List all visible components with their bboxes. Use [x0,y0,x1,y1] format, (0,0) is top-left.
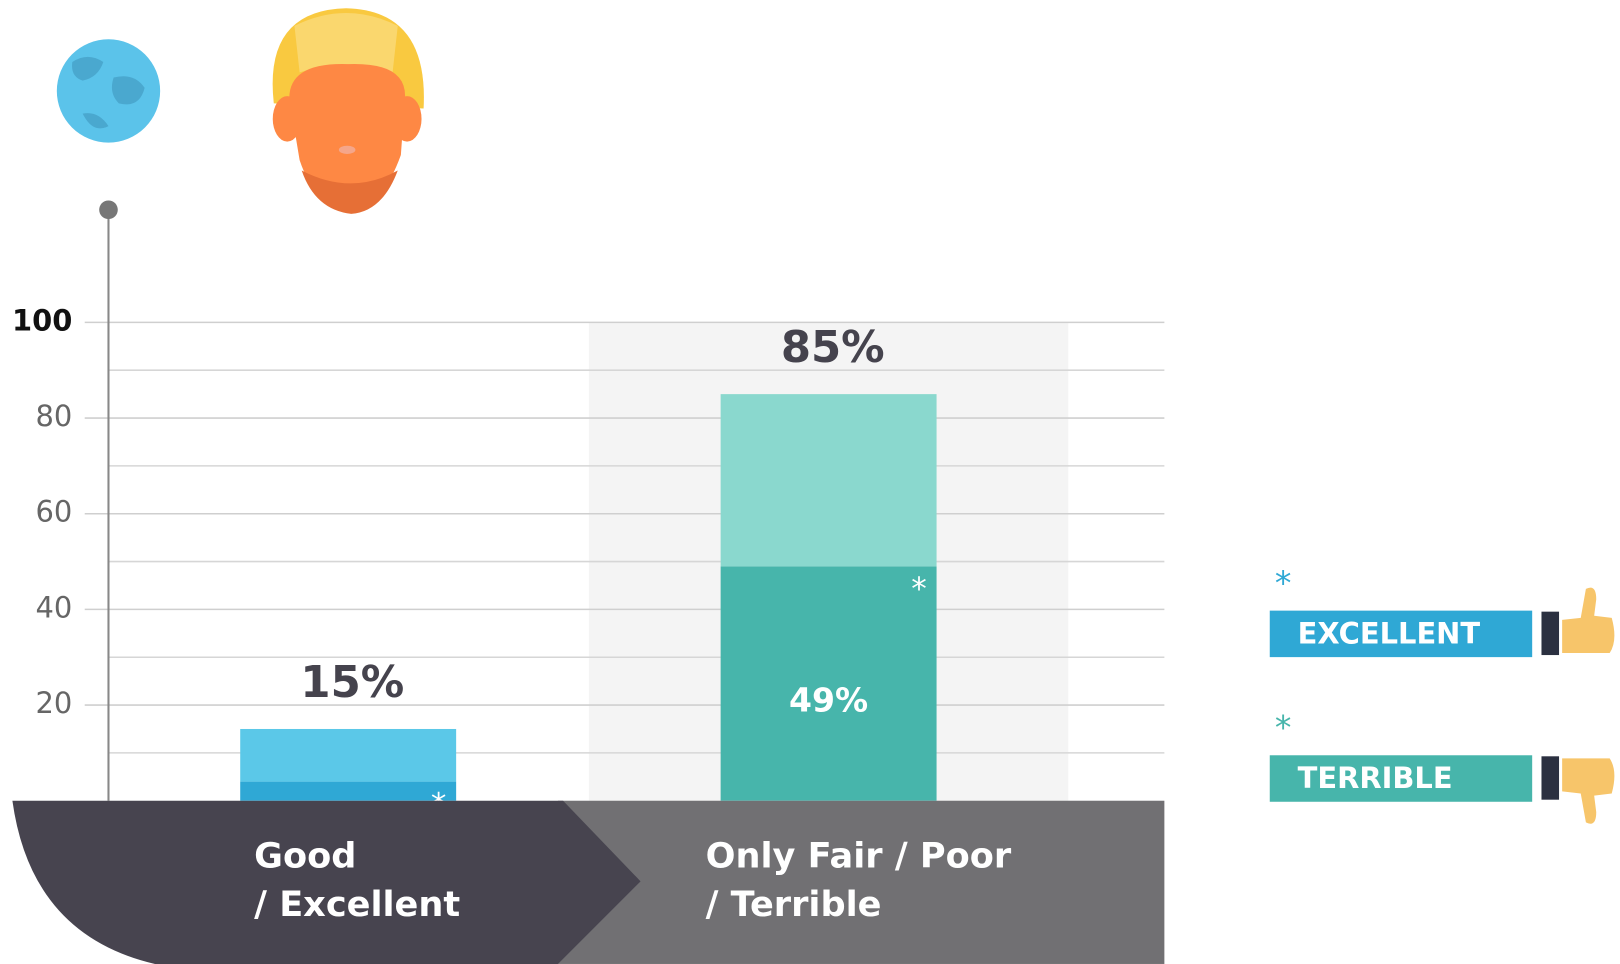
category-label: Good [254,836,356,877]
category-band [12,801,640,964]
category-label: / Excellent [254,884,460,925]
face-icon [273,8,424,214]
legend-label: TERRIBLE [1298,761,1453,795]
thumb-up-icon [1541,588,1614,655]
category-label: Only Fair / Poor [706,836,1012,877]
legend-marker: * [1275,563,1292,602]
bar-segment [721,394,937,566]
chart: 20 40 60 80 100 * * 49% 15% 85% Good / Excellent On… [0,0,1620,964]
category-band [558,801,1164,964]
y-tick-label: 100 [12,303,72,337]
globe-icon [57,39,160,142]
legend-label: EXCELLENT [1298,616,1481,650]
legend-marker: * [1275,708,1292,747]
total-label: 15% [300,658,404,708]
bar-segment [240,782,456,801]
y-tick-label: 80 [36,399,73,433]
value-label: 49% [789,681,868,720]
category-label: / Terrible [706,884,882,925]
y-tick-label: 20 [36,686,73,720]
y-tick-label: 40 [36,590,73,624]
page: {"chart_data": { "type": "stacked_bar", … [0,0,1620,964]
y-tick-label: 60 [36,495,73,529]
thumb-down-icon [1541,756,1614,823]
y-axis-cap [99,200,118,219]
total-label: 85% [781,323,885,373]
bar-segment [240,729,456,782]
footnote-marker: * [911,572,927,608]
